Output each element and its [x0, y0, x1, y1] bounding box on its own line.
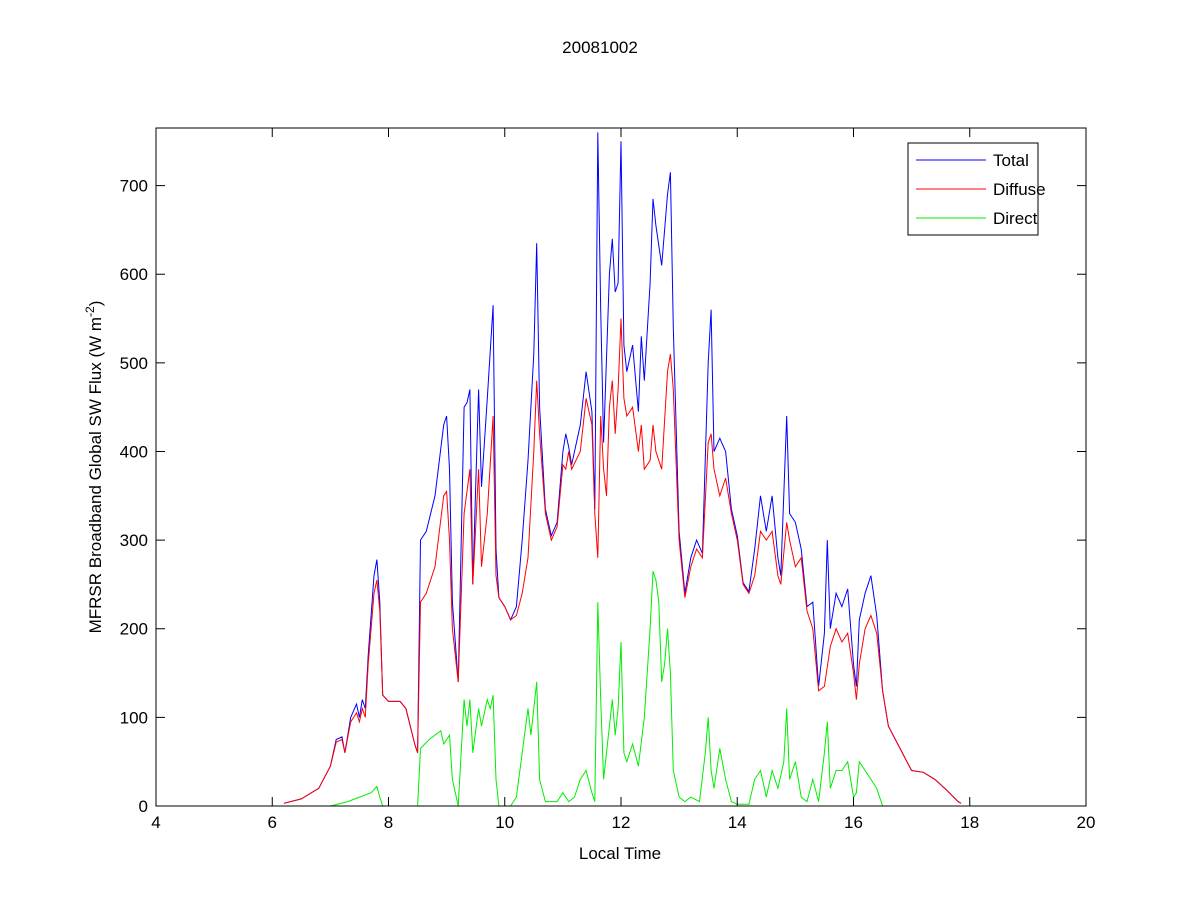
y-tick-label: 0	[139, 797, 148, 816]
y-tick-label: 200	[120, 620, 148, 639]
legend-label-diffuse: Diffuse	[993, 180, 1046, 199]
y-tick-label: 500	[120, 354, 148, 373]
y-axis-label-exponent: -2	[83, 306, 97, 317]
legend-label-total: Total	[993, 151, 1029, 170]
x-tick-label: 18	[960, 813, 979, 832]
y-tick-label: 400	[120, 442, 148, 461]
x-tick-label: 8	[384, 813, 393, 832]
x-tick-label: 12	[612, 813, 631, 832]
x-tick-label: 4	[151, 813, 160, 832]
y-axis-label-end: )	[86, 301, 105, 307]
x-axis-label: Local Time	[579, 844, 661, 863]
y-tick-label: 100	[120, 708, 148, 727]
chart-title: 20081002	[562, 38, 638, 57]
y-tick-label: 300	[120, 531, 148, 550]
x-tick-label: 14	[728, 813, 747, 832]
y-tick-label: 600	[120, 265, 148, 284]
series-line-direct	[283, 570, 959, 807]
y-axis-label-main: MFRSR Broadband Global SW Flux (W m	[86, 317, 105, 633]
x-tick-label: 10	[495, 813, 514, 832]
plot-area	[283, 132, 962, 807]
y-tick-label: 700	[120, 177, 148, 196]
x-tick-label: 6	[268, 813, 277, 832]
x-tick-label: 16	[844, 813, 863, 832]
legend-label-direct: Direct	[993, 209, 1038, 228]
x-tick-label: 20	[1077, 813, 1096, 832]
y-axis-label: MFRSR Broadband Global SW Flux (W m-2)	[83, 301, 105, 634]
series-line-diffuse	[283, 318, 962, 804]
legend: Total Diffuse Direct	[907, 142, 1046, 236]
